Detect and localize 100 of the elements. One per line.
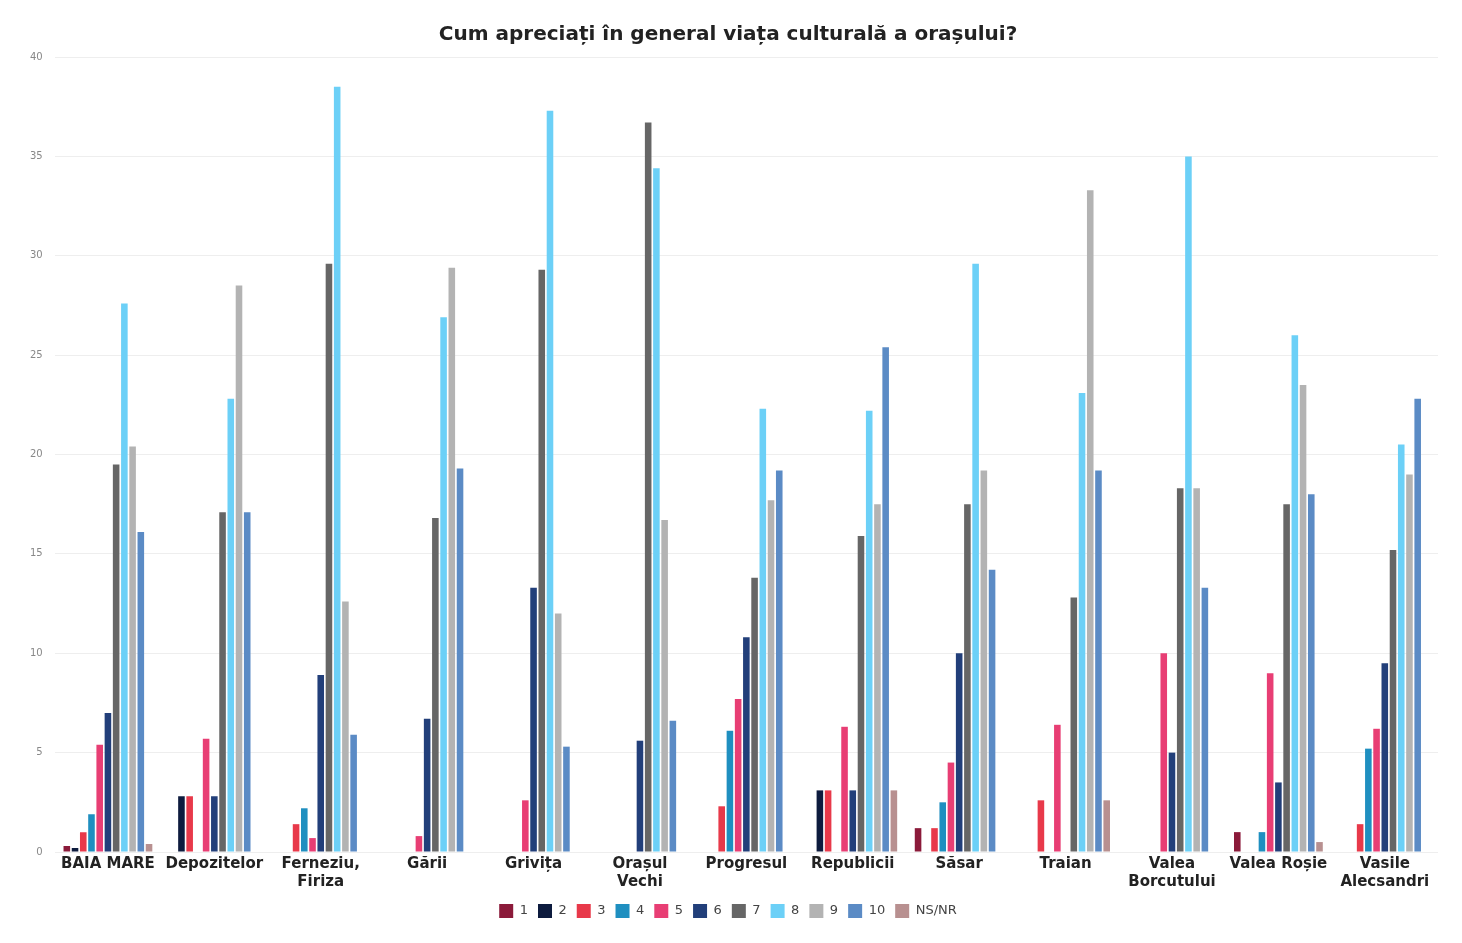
bar	[972, 263, 979, 852]
bar	[914, 828, 922, 852]
bar	[1095, 470, 1102, 852]
bar	[1389, 549, 1397, 852]
x-tick-label: BAIA MARE	[61, 853, 155, 872]
bar	[350, 734, 357, 852]
bar	[669, 720, 677, 852]
bar	[104, 712, 112, 852]
legend-label: 6	[713, 902, 722, 918]
bar	[874, 504, 881, 852]
bar	[432, 518, 439, 852]
bar	[767, 500, 775, 852]
bar	[538, 269, 546, 852]
bar	[186, 796, 193, 852]
bar	[219, 512, 226, 852]
bar	[178, 796, 185, 852]
bar	[530, 587, 537, 852]
bar	[939, 802, 947, 852]
bar	[1078, 392, 1086, 852]
x-tick-label: Depozitelor	[165, 853, 264, 872]
y-tick-label: 25	[29, 348, 43, 360]
bar	[1160, 653, 1168, 852]
x-tick-label: Traian	[1039, 853, 1092, 872]
bar	[554, 613, 562, 852]
bar	[522, 800, 529, 852]
bar	[759, 408, 767, 852]
bar	[63, 846, 71, 852]
bar	[1397, 444, 1405, 852]
bar	[227, 398, 235, 852]
bar	[947, 762, 955, 852]
bar	[145, 844, 153, 852]
x-tick-label: Grivița	[505, 853, 563, 872]
y-tick-label: 20	[29, 448, 43, 460]
bar	[1365, 748, 1372, 852]
bar	[743, 637, 750, 852]
x-tick-label: Orașul Vechi	[612, 853, 668, 890]
bar	[342, 601, 349, 852]
legend-label: 8	[791, 902, 800, 918]
bar	[121, 303, 128, 852]
bar	[325, 263, 333, 852]
bar	[292, 824, 300, 852]
bar	[79, 832, 87, 852]
bar	[440, 317, 447, 852]
legend-label: 3	[597, 902, 606, 918]
legend-label: 2	[558, 902, 567, 918]
bar	[1037, 800, 1045, 852]
x-tick-label: Valea Borcutului	[1128, 853, 1216, 890]
bar	[546, 110, 554, 852]
bar	[333, 86, 341, 852]
x-tick-label: Ferneziu, Firiza	[281, 853, 360, 890]
bar	[775, 470, 783, 852]
y-tick-label: 15	[29, 547, 43, 559]
bar	[1275, 782, 1282, 852]
y-tick-label: 30	[29, 249, 43, 261]
y-tick-label: 0	[36, 845, 43, 857]
bar	[415, 836, 423, 852]
bar	[1373, 728, 1380, 852]
bar	[1233, 832, 1241, 852]
bar	[88, 814, 95, 852]
bar	[1299, 384, 1307, 852]
legend-label: 1	[519, 902, 528, 918]
bar	[1414, 398, 1421, 852]
bar	[890, 790, 898, 852]
bar	[1356, 824, 1364, 852]
x-tick-label: Valea Roșie	[1229, 853, 1328, 872]
bar	[1168, 752, 1176, 852]
bar	[1176, 488, 1184, 852]
bar	[112, 464, 120, 852]
bar	[980, 470, 988, 852]
bar	[1291, 335, 1299, 852]
legend-label: 10	[868, 902, 886, 918]
bar	[1086, 190, 1094, 852]
x-tick-label: Republicii	[811, 853, 895, 872]
bar	[71, 848, 79, 852]
bar	[211, 796, 218, 852]
legend-label: 5	[674, 902, 684, 918]
bar	[1193, 488, 1200, 852]
bar	[726, 730, 734, 852]
bar	[1070, 597, 1078, 852]
bar	[96, 744, 103, 852]
bar	[1381, 663, 1389, 852]
y-tick-label: 40	[29, 50, 43, 62]
bar	[857, 535, 865, 852]
bar	[824, 790, 832, 852]
bar	[456, 468, 464, 852]
bar	[129, 446, 136, 852]
bar	[988, 569, 996, 852]
bar	[1283, 504, 1290, 852]
chart-title: Cum apreciați în general viața culturală a orașului?	[438, 21, 1018, 46]
x-tick-label: Săsar	[935, 853, 984, 872]
bar	[865, 410, 873, 852]
bar	[317, 675, 325, 852]
bar	[1103, 800, 1110, 852]
bar	[137, 532, 145, 852]
bar	[1406, 474, 1413, 852]
bar	[1307, 494, 1315, 852]
bar	[751, 577, 758, 852]
bar	[243, 512, 251, 852]
x-tick-label: Progresul	[705, 853, 788, 872]
bar	[1054, 724, 1061, 852]
